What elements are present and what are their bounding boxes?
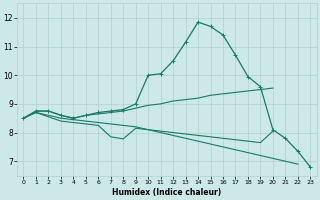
X-axis label: Humidex (Indice chaleur): Humidex (Indice chaleur) bbox=[112, 188, 221, 197]
